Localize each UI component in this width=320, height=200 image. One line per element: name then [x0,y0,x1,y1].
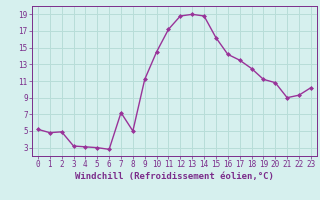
X-axis label: Windchill (Refroidissement éolien,°C): Windchill (Refroidissement éolien,°C) [75,172,274,181]
